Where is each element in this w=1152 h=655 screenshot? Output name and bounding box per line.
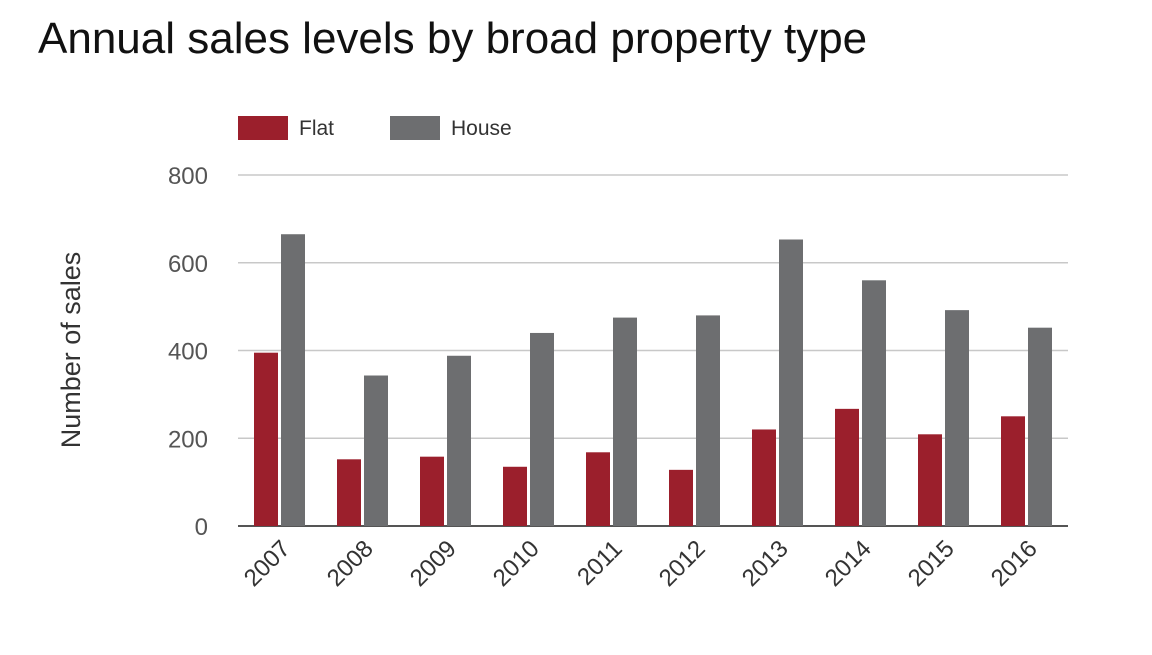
bar-house-2009	[447, 355, 471, 526]
x-tick-label-2011: 2011	[572, 535, 628, 591]
bar-flat-2015	[918, 434, 942, 526]
bar-house-2016	[1028, 327, 1052, 526]
x-tick-label-2007: 2007	[239, 535, 296, 592]
legend-label-house: House	[451, 117, 512, 140]
bar-flat-2013	[752, 429, 776, 526]
x-tick-label-2013: 2013	[737, 535, 794, 592]
y-tick-label-0: 0	[195, 514, 208, 541]
x-tick-label-2008: 2008	[322, 535, 379, 592]
bar-flat-2007	[254, 352, 278, 526]
grid-lines	[238, 174, 1068, 527]
bar-flat-2008	[337, 459, 361, 526]
y-axis-title: Number of sales	[56, 252, 86, 449]
legend-swatch-house	[390, 116, 440, 140]
bar-flat-2011	[586, 452, 610, 526]
legend-item-flat: Flat	[238, 116, 334, 140]
x-tick-label-2014: 2014	[820, 535, 877, 592]
x-tick-label-2015: 2015	[903, 535, 960, 592]
y-tick-labels: 0 200 400 600 800	[168, 163, 208, 541]
legend: Flat House	[238, 116, 512, 140]
bar-house-2011	[613, 317, 637, 526]
bar-house-2010	[530, 332, 554, 526]
y-tick-label-800: 800	[168, 163, 208, 190]
legend-item-house: House	[390, 116, 512, 140]
bar-house-2008	[364, 375, 388, 526]
bar-flat-2016	[1001, 416, 1025, 526]
bar-house-2007	[281, 234, 305, 526]
bar-house-2015	[945, 310, 969, 526]
legend-label-flat: Flat	[299, 117, 334, 140]
y-tick-label-200: 200	[168, 426, 208, 453]
bars	[254, 234, 1052, 526]
bar-flat-2010	[503, 466, 527, 526]
x-tick-label-2009: 2009	[405, 535, 462, 592]
chart-title: Annual sales levels by broad property ty…	[38, 14, 868, 63]
bar-flat-2014	[835, 408, 859, 526]
legend-swatch-flat	[238, 116, 288, 140]
bar-house-2014	[862, 280, 886, 526]
bar-house-2012	[696, 315, 720, 526]
bar-flat-2012	[669, 469, 693, 526]
x-tick-label-2016: 2016	[986, 535, 1043, 592]
x-tick-label-2012: 2012	[654, 535, 711, 592]
y-tick-label-600: 600	[168, 251, 208, 278]
bar-flat-2009	[420, 456, 444, 526]
x-tick-labels: 2007 2008 2009 2010 2011 2012 2013 2014 2015 2016	[239, 535, 1043, 592]
bar-house-2013	[779, 239, 803, 526]
x-tick-label-2010: 2010	[488, 535, 545, 592]
y-tick-label-400: 400	[168, 339, 208, 366]
